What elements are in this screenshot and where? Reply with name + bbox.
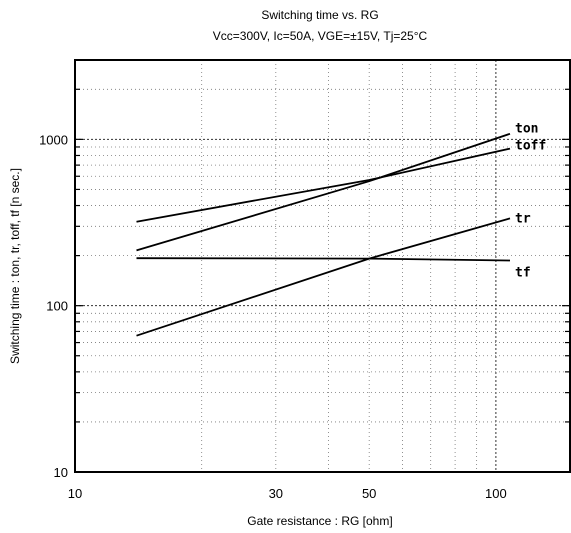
chart-title: Switching time vs. RG [261,8,378,22]
y-tick-label: 10 [54,465,68,480]
series-line-ton [136,132,511,252]
y-axis-label: Switching time : ton, tr, toff, tf [n se… [8,168,22,364]
series-labels: ton toff tr tf [515,121,546,280]
series-lines [136,132,511,337]
x-tick-label: 100 [485,486,507,501]
x-tick-label: 10 [68,486,82,501]
grid-lines [75,59,570,472]
plot-frame [74,59,571,473]
chart-subtitle: Vcc=300V, Ic=50A, VGE=±15V, Tj=25°C [213,29,428,43]
series-label-ton: ton [515,121,538,136]
x-tick-label: 50 [362,486,376,501]
series-label-tf: tf [515,266,531,281]
x-axis-label: Gate resistance : RG [ohm] [247,514,392,528]
y-tick-label: 100 [46,299,68,314]
series-label-tr: tr [515,211,531,226]
axis-ticks: 10 30 50 100 10 100 1000 [39,59,570,501]
series-line-toff [136,147,511,223]
series-line-tr [136,217,511,337]
x-tick-label: 30 [269,486,283,501]
series-label-toff: toff [515,139,546,154]
y-tick-label: 1000 [39,132,68,147]
series-line-tf [136,257,511,262]
